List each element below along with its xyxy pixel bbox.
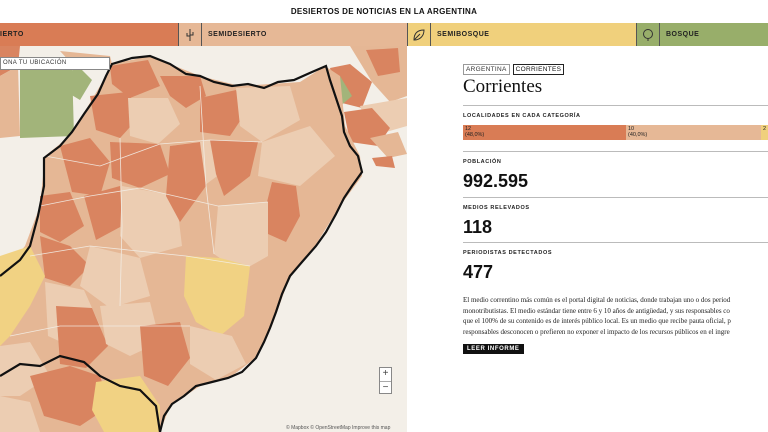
legend-semibosque-label: SEMIBOSQUE <box>437 31 490 38</box>
neighbor-region <box>372 156 395 168</box>
neighbor-region <box>0 66 20 138</box>
department-desierto <box>40 192 84 242</box>
legend-bosque-label: BOSQUE <box>666 31 700 38</box>
category-semibosque-count: 2 <box>763 126 767 132</box>
category-desierto-count: 12 <box>465 126 472 132</box>
neighbor-region-bosque <box>20 64 74 138</box>
zoom-control: + − <box>379 367 392 394</box>
legend-desierto[interactable]: IERTO <box>0 23 178 46</box>
department-light <box>80 246 150 308</box>
legend-semidesierto-label: SEMIDESIERTO <box>208 31 267 38</box>
summary-line: responsables desconocen o prefieren no e… <box>463 327 730 336</box>
department-desierto <box>84 186 122 240</box>
department-light <box>214 202 268 272</box>
journalists-label: PERIODISTAS DETECTADOS <box>463 250 553 256</box>
read-report-button[interactable]: LEER INFORME <box>463 344 524 354</box>
categories-bar: 12 (48,0%) 10 (40,0%) 2 <box>463 125 768 140</box>
department-light <box>0 396 40 432</box>
divider <box>463 105 768 106</box>
neighbor-region-bosque <box>66 68 92 100</box>
department-light <box>128 98 180 144</box>
category-semidesierto-count: 10 <box>628 126 635 132</box>
page-title: DESIERTOS DE NOTICIAS EN LA ARGENTINA <box>290 6 478 16</box>
summary-line: monotributistas. El medio estándar tiene… <box>463 306 730 315</box>
tree-icon <box>637 23 660 46</box>
category-semidesierto-segment: 10 (40,0%) <box>626 125 761 140</box>
map-view[interactable]: ONA TU UBICACIÓN + − © Mapbox © OpenStre… <box>0 46 407 432</box>
department-desierto <box>110 142 170 188</box>
department-desierto <box>30 366 110 426</box>
category-semidesierto-pct: (40,0%) <box>628 132 648 138</box>
department-semibosque <box>92 376 160 432</box>
legend-bosque[interactable]: BOSQUE <box>636 23 768 46</box>
category-semibosque-segment: 2 <box>761 125 768 140</box>
department-semibosque <box>184 256 250 336</box>
map-attribution[interactable]: © Mapbox © OpenStreetMap Improve this ma… <box>286 425 391 431</box>
detail-panel: ARGENTINA CORRIENTES Corrientes LOCALIDA… <box>407 46 768 432</box>
divider <box>463 242 768 243</box>
categories-label: LOCALIDADES EN CADA CATEGORÍA <box>463 113 581 119</box>
summary-line: que el 100% de su contenido es de interé… <box>463 317 731 325</box>
choropleth-map[interactable] <box>0 46 407 432</box>
cactus-icon <box>179 23 202 46</box>
breadcrumb: ARGENTINA CORRIENTES <box>463 64 565 75</box>
population-label: POBLACIÓN <box>463 159 502 165</box>
department-desierto <box>160 76 206 108</box>
department-desierto <box>40 236 90 286</box>
department-light <box>190 326 246 380</box>
breadcrumb-corrientes[interactable]: CORRIENTES <box>512 64 565 75</box>
department-light <box>258 126 335 186</box>
department-light <box>120 186 182 258</box>
category-desierto-pct: (48,0%) <box>465 132 485 138</box>
neighbor-region <box>366 48 400 76</box>
leaf-icon <box>408 23 431 46</box>
breadcrumb-argentina[interactable]: ARGENTINA <box>463 64 510 75</box>
divider <box>463 151 768 152</box>
neighbor-region <box>370 132 407 158</box>
province-border <box>0 54 364 432</box>
zoom-out-button[interactable]: − <box>382 382 389 393</box>
app-header: DESIERTOS DE NOTICIAS EN LA ARGENTINA <box>0 0 768 22</box>
media-value: 118 <box>463 217 493 237</box>
department-desierto <box>166 142 206 222</box>
category-legend: IERTO SEMIDESIERTO SEMIBOSQUE BOSQUE <box>0 23 768 46</box>
department-desierto <box>266 182 300 242</box>
department-desierto <box>56 306 108 368</box>
location-search-input[interactable]: ONA TU UBICACIÓN <box>0 57 110 70</box>
legend-desierto-label: IERTO <box>0 31 24 38</box>
river-border <box>0 354 162 432</box>
journalists-value: 477 <box>463 262 494 282</box>
department-desierto <box>200 90 246 136</box>
legend-semibosque[interactable]: SEMIBOSQUE <box>407 23 636 46</box>
category-desierto-segment: 12 (48,0%) <box>463 125 626 140</box>
department-desierto <box>60 138 110 196</box>
summary-line: El medio correntino más común es el port… <box>463 296 731 304</box>
zoom-in-button[interactable]: + <box>380 368 391 382</box>
media-label: MEDIOS RELEVADOS <box>463 205 530 211</box>
department-desierto <box>140 322 190 386</box>
department-desierto <box>90 92 140 138</box>
department-semibosque <box>0 246 45 346</box>
region-title: Corrientes <box>463 76 543 97</box>
department-desierto <box>110 60 160 98</box>
department-light <box>236 86 300 142</box>
population-value: 992.595 <box>463 171 529 191</box>
legend-semidesierto[interactable]: SEMIDESIERTO <box>178 23 407 46</box>
department-desierto <box>210 140 258 196</box>
divider <box>463 197 768 198</box>
summary-text: El medio correntino más común es el port… <box>463 295 768 337</box>
